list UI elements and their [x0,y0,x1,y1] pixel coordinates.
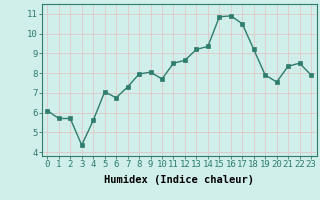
X-axis label: Humidex (Indice chaleur): Humidex (Indice chaleur) [104,175,254,185]
